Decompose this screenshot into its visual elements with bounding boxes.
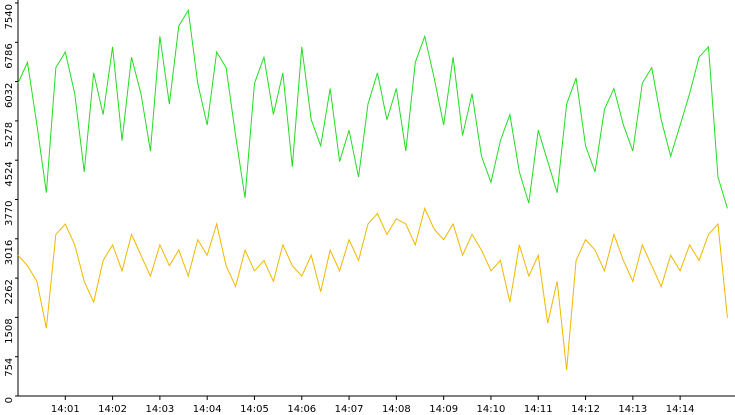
x-tick-label: 14:07 <box>335 404 364 415</box>
x-tick-label: 14:10 <box>477 404 506 415</box>
y-tick-label: 2262 <box>4 279 15 304</box>
x-tick-label: 14:14 <box>666 404 695 415</box>
y-tick-label: 7540 <box>4 4 15 29</box>
x-tick-label: 14:06 <box>287 404 316 415</box>
series-line <box>17 8 728 209</box>
x-tick-label: 14:03 <box>145 404 174 415</box>
x-tick-label: 14:09 <box>429 404 458 415</box>
y-tick-label: 1508 <box>4 318 15 343</box>
x-tick-label: 14:13 <box>618 404 647 415</box>
x-tick-label: 14:08 <box>382 404 411 415</box>
y-tick-label: 4524 <box>4 161 15 186</box>
y-tick-label: 5278 <box>4 122 15 147</box>
y-tick-label: 6032 <box>4 83 15 108</box>
y-tick-label: 0 <box>4 397 15 403</box>
x-tick-label: 14:12 <box>571 404 600 415</box>
y-tick-label: 6786 <box>4 43 15 68</box>
y-tick-label: 3770 <box>4 201 15 226</box>
x-tick-label: 14:01 <box>51 404 80 415</box>
y-tick-label: 754 <box>4 358 15 377</box>
x-tick-label: 14:11 <box>524 404 553 415</box>
x-tick-label: 14:04 <box>193 404 222 415</box>
x-tick-label: 14:05 <box>240 404 269 415</box>
x-tick-label: 14:02 <box>98 404 127 415</box>
y-tick-label: 3016 <box>4 240 15 265</box>
series-line <box>17 206 728 370</box>
